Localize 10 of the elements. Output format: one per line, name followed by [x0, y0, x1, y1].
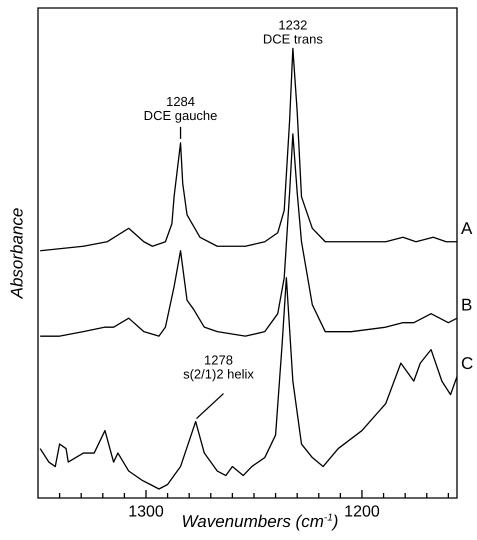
x-tick-label: 1300	[128, 503, 164, 520]
x-tick-label: 1200	[344, 503, 380, 520]
annotation: 1284 DCE gauche	[144, 94, 218, 123]
annotation: 1278 s(2/1)2 helix	[183, 352, 254, 382]
series-label: A	[461, 218, 473, 238]
series-label: C	[461, 354, 474, 373]
annotation: 1232 DCE trans	[262, 18, 324, 47]
series-label: B	[461, 295, 472, 314]
y-axis-title: Absorbance	[8, 208, 27, 300]
x-axis-title: Wavenumbers (cm$^{-1}$)	[182, 512, 338, 531]
